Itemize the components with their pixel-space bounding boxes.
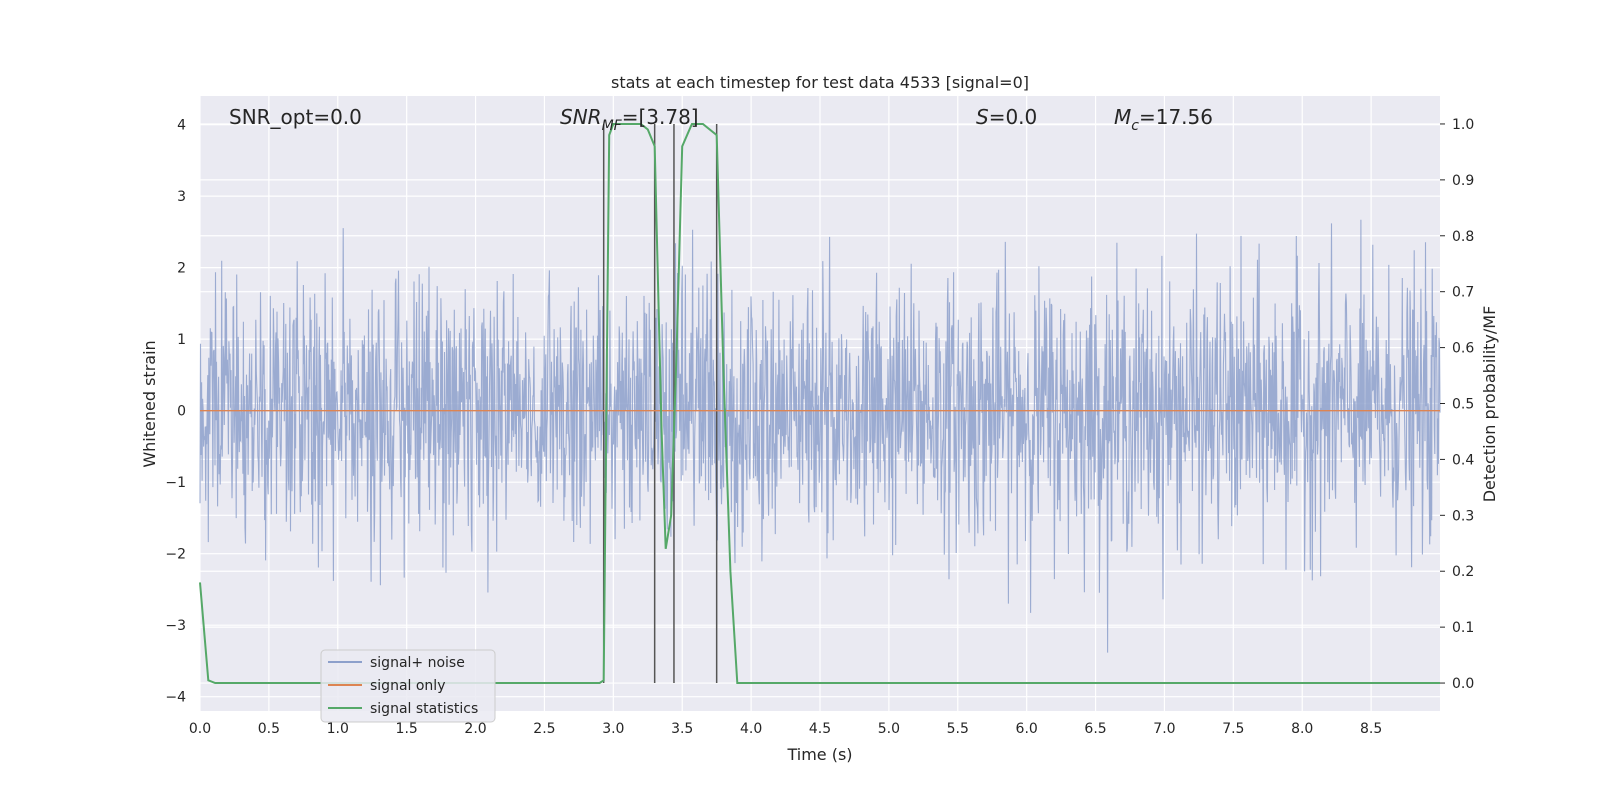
y2-tick-label: 0.4	[1452, 452, 1474, 468]
y2-tick-label: 1.0	[1452, 117, 1474, 133]
annotation-mc: Mc=17.56	[1114, 105, 1213, 134]
x-tick-label: 3.0	[602, 721, 624, 737]
y-tick-labels: 4 3 2 1 0 −1 −2 −3 −4	[165, 118, 186, 706]
signal-statistics-line	[199, 123, 1440, 684]
legend-box	[320, 649, 496, 723]
chart-title: stats at each timestep for test data 453…	[611, 73, 1029, 92]
mc-main: M	[1114, 105, 1131, 129]
y2-tick-label: 0.6	[1452, 341, 1474, 357]
signal-statistics-series	[199, 123, 1440, 684]
snr-mf-main: SNR	[560, 105, 602, 129]
x-tick-label: 7.5	[1222, 721, 1244, 737]
y2-tick-label: 0.3	[1452, 508, 1474, 524]
legend: signal+ noise signal only signal statist…	[320, 649, 496, 723]
x-tick-label: 7.0	[1153, 721, 1175, 737]
x-tick-label: 3.5	[671, 721, 693, 737]
x-tick-label: 1.0	[327, 721, 349, 737]
y-tick-label: 0	[177, 404, 186, 420]
x-tick-label: 2.0	[464, 721, 486, 737]
x-tick-label: 1.5	[396, 721, 418, 737]
y-axis-label: Whitened strain	[140, 340, 159, 467]
y2-tick-label: 0.1	[1452, 620, 1474, 636]
x-tick-label: 6.5	[1084, 721, 1106, 737]
snr-mf-value: =[3.78]	[622, 105, 699, 129]
y-tick-label: −1	[165, 475, 186, 491]
x-tick-label: 4.5	[809, 721, 831, 737]
y2-tick-label: 0.7	[1452, 285, 1474, 301]
legend-label-stats: signal statistics	[370, 701, 478, 717]
y-tick-label: 2	[177, 261, 186, 277]
x-tick-label: 0.5	[258, 721, 280, 737]
y2-tick-label: 0.9	[1452, 173, 1474, 189]
x-tick-labels: 0.0 0.5 1.0 1.5 2.0 2.5 3.0 3.5 4.0 4.5 5.0 5.5 6.0 6…	[189, 721, 1382, 737]
x-tick-label: 5.0	[878, 721, 900, 737]
y2-tick-label: 0.2	[1452, 564, 1474, 580]
x-axis-label: Time (s)	[786, 745, 852, 764]
y-tick-label: 3	[177, 189, 186, 205]
x-tick-label: 8.5	[1360, 721, 1382, 737]
mc-value: =17.56	[1139, 105, 1213, 129]
legend-label-signal: signal only	[370, 678, 445, 694]
x-tick-label: 0.0	[189, 721, 211, 737]
y-tick-label: −3	[165, 618, 186, 634]
annotation-s: S=0.0	[976, 105, 1037, 129]
y2-tick-label: 0.0	[1452, 676, 1474, 692]
y2-tick-label: 0.8	[1452, 229, 1474, 245]
s-value: =0.0	[989, 105, 1038, 129]
y2-tick-labels: 1.0 0.9 0.8 0.7 0.6 0.5 0.4 0.3 0.2 0.1 0.0	[1440, 117, 1474, 692]
y-tick-label: −4	[165, 690, 186, 706]
y2-axis-label: Detection probability/MF	[1480, 306, 1499, 503]
mc-sub: c	[1131, 118, 1139, 134]
y-tick-label: 4	[177, 118, 186, 134]
x-tick-label: 2.5	[533, 721, 555, 737]
s-main: S	[976, 105, 989, 129]
y2-tick-label: 0.5	[1452, 397, 1474, 413]
x-tick-label: 4.0	[740, 721, 762, 737]
legend-label-noise: signal+ noise	[370, 655, 465, 671]
y-tick-label: 1	[177, 332, 186, 348]
annotation-snr-opt: SNR_opt=0.0	[229, 105, 362, 129]
annotation-snr-mf: SNRMF=[3.78]	[560, 105, 699, 134]
y-tick-label: −2	[165, 547, 186, 563]
noise-series	[199, 219, 1441, 653]
noise-line	[199, 219, 1441, 653]
snr-mf-sub: MF	[602, 118, 623, 134]
x-tick-label: 5.5	[947, 721, 969, 737]
x-tick-label: 8.0	[1291, 721, 1313, 737]
x-tick-label: 6.0	[1016, 721, 1038, 737]
